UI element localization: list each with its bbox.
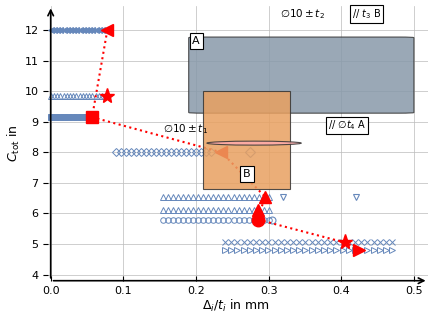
X-axis label: $\Delta_i/t_i$ in mm: $\Delta_i/t_i$ in mm	[202, 298, 270, 315]
Text: // $t_3$ B: // $t_3$ B	[352, 7, 381, 21]
Text: B: B	[243, 169, 251, 179]
Text: $\varnothing 10 \pm t_1$: $\varnothing 10 \pm t_1$	[163, 123, 208, 136]
Text: $\varnothing 10 \pm t_2$: $\varnothing 10 \pm t_2$	[279, 7, 324, 21]
FancyBboxPatch shape	[189, 37, 414, 113]
FancyBboxPatch shape	[203, 91, 290, 189]
Text: // $\varnothing t_4$ A: // $\varnothing t_4$ A	[328, 118, 367, 132]
Circle shape	[207, 141, 301, 145]
Y-axis label: $C_\mathrm{tot}$ in: $C_\mathrm{tot}$ in	[6, 124, 22, 162]
Text: A: A	[192, 36, 200, 46]
